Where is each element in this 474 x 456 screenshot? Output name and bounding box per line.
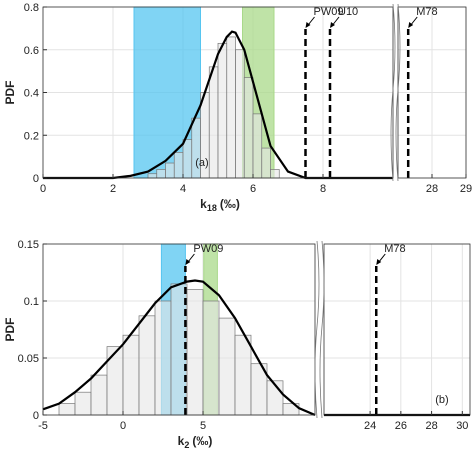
x-tick-label: 0 — [120, 420, 126, 432]
x-tick-label: 24 — [364, 420, 376, 432]
hist-bar — [58, 403, 76, 416]
x-tick-label: 0 — [40, 183, 46, 195]
x-tick-label: 29 — [460, 183, 472, 195]
hist-bar — [226, 36, 236, 179]
y-tick-label: 0.15 — [18, 239, 39, 251]
x-tick-label: 4 — [180, 183, 186, 195]
hist-bar — [202, 300, 220, 416]
x-label-base: k — [178, 434, 185, 448]
hist-bar — [106, 346, 124, 416]
hist-bar — [156, 169, 166, 179]
x-label-unit: (‰) — [220, 197, 240, 211]
hist-bar — [74, 391, 92, 416]
x-axis-label: k18 (‰) — [200, 197, 240, 213]
x-tick-label: 26 — [395, 420, 407, 432]
x-tick-label: 2 — [110, 183, 116, 195]
hist-bar — [252, 113, 263, 179]
marker-label: PW09 — [314, 6, 344, 18]
marker-arrowhead — [408, 22, 414, 28]
marker-arrowhead — [185, 259, 191, 265]
y-axis-label: PDF — [3, 318, 17, 342]
hist-bar — [173, 152, 184, 179]
hist-bar — [182, 139, 193, 179]
hist-bar — [243, 77, 254, 179]
hist-bar — [208, 66, 219, 179]
x-label-sub: 2 — [184, 440, 189, 450]
axis-break — [390, 3, 396, 182]
y-tick-label: 0.4 — [24, 88, 39, 100]
marker-label: U10 — [338, 6, 358, 18]
hist-bar — [165, 162, 175, 179]
x-label-base: k — [200, 197, 207, 211]
hist-bar — [218, 317, 236, 416]
axis-break — [314, 240, 320, 419]
density-curve — [42, 279, 316, 417]
marker-label: PW09 — [193, 243, 223, 255]
axis-break — [319, 240, 325, 419]
hist-bar — [186, 289, 204, 416]
marker-label: M78 — [384, 243, 405, 255]
x-tick-label: 28 — [425, 420, 437, 432]
axes-frame — [323, 243, 471, 416]
y-tick-label: 0.2 — [24, 130, 39, 142]
marker-arrowhead — [376, 259, 382, 265]
y-tick-label: 0.6 — [24, 45, 39, 57]
marker-label: M78 — [416, 6, 437, 18]
x-tick-label: -5 — [38, 420, 48, 432]
hist-bar — [234, 334, 252, 416]
x-axis-label: k2 (‰) — [178, 434, 213, 450]
panel-label: (a) — [195, 157, 208, 169]
y-axis-label: PDF — [3, 81, 17, 105]
hist-bar — [147, 173, 158, 179]
y-tick-label: 0 — [33, 410, 39, 422]
panel-label: (b) — [435, 394, 448, 406]
y-tick-label: 0.8 — [24, 2, 39, 14]
hist-bar — [154, 300, 172, 416]
x-tick-label: 5 — [200, 420, 206, 432]
axes-frame — [42, 243, 316, 416]
marker-arrowhead — [330, 22, 335, 28]
x-tick-label: 28 — [426, 183, 438, 195]
y-tick-label: 0 — [33, 173, 39, 185]
hist-bar — [217, 42, 228, 179]
hist-bar — [261, 147, 271, 179]
hist-bar — [191, 117, 201, 179]
x-tick-label: 30 — [456, 420, 468, 432]
hist-bar — [122, 334, 140, 416]
hist-bar — [138, 315, 156, 416]
density-curve — [43, 30, 393, 180]
x-label-sub: 18 — [207, 203, 217, 213]
hist-bar — [270, 169, 280, 179]
x-tick-label: 8 — [320, 183, 326, 195]
marker-arrowhead — [305, 22, 311, 28]
y-tick-label: 0.1 — [24, 296, 39, 308]
hist-bar — [90, 374, 108, 416]
y-tick-label: 0.05 — [18, 353, 39, 365]
axis-break — [395, 3, 401, 182]
hist-bar — [235, 49, 245, 179]
x-tick-label: 6 — [250, 183, 256, 195]
x-label-unit: (‰) — [192, 434, 212, 448]
